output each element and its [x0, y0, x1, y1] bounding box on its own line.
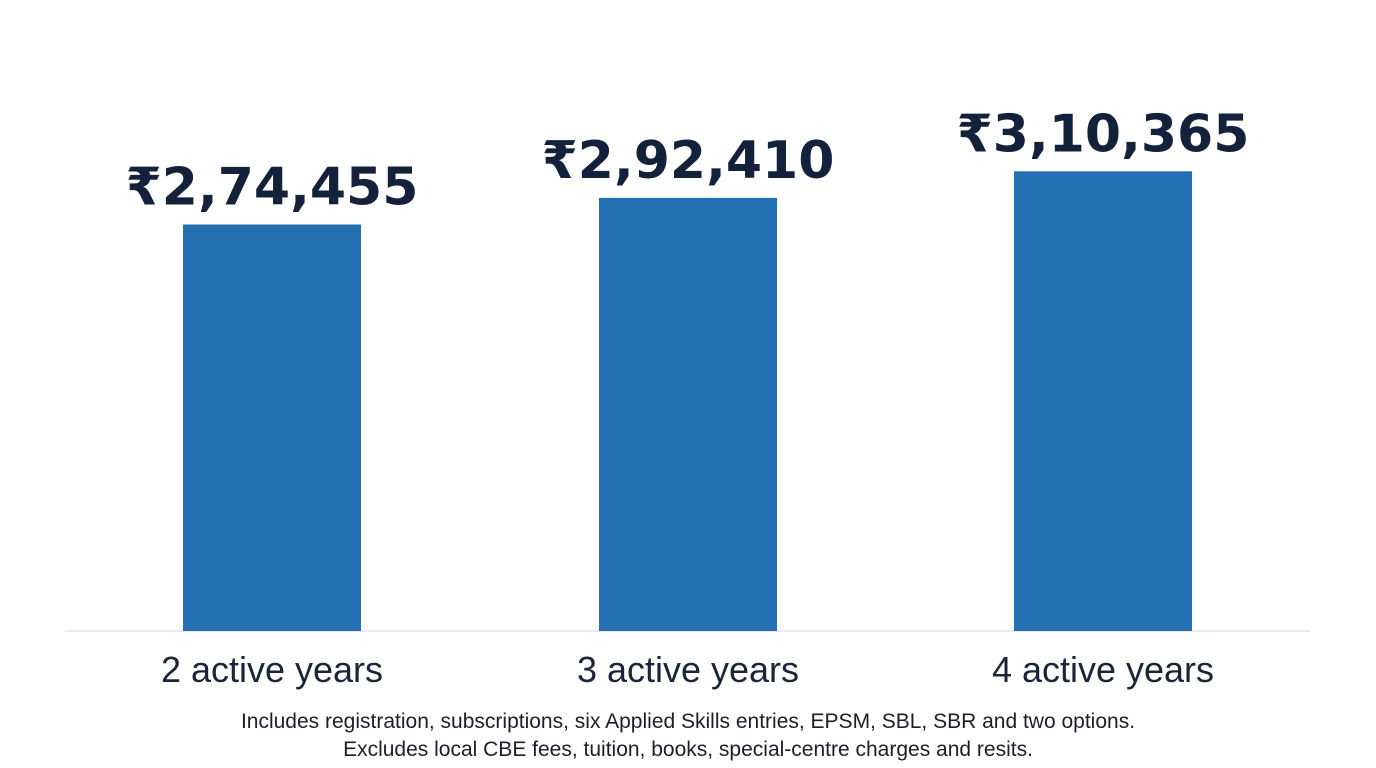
bar-2 — [599, 197, 777, 632]
category-labels-group: 2 active years 3 active years 4 active yea… — [161, 649, 1214, 690]
category-label-1: 2 active years — [161, 649, 383, 690]
category-label-2: 3 active years — [577, 649, 799, 690]
value-label-3: ₹3,10,365 — [957, 104, 1250, 164]
value-label-1: ₹2,74,455 — [126, 157, 419, 217]
value-labels-group: ₹2,74,455 ₹2,92,410 ₹3,10,365 — [126, 104, 1250, 217]
category-label-3: 4 active years — [992, 649, 1214, 690]
bars-group — [183, 171, 1192, 632]
bar-3 — [1014, 171, 1192, 631]
footnote-includes: Includes registration, subscriptions, si… — [240, 710, 1136, 733]
footnote-excludes: Excludes local CBE fees, tuition, books,… — [343, 738, 1033, 761]
bar-1 — [183, 224, 361, 631]
value-label-2: ₹2,92,410 — [542, 131, 835, 191]
